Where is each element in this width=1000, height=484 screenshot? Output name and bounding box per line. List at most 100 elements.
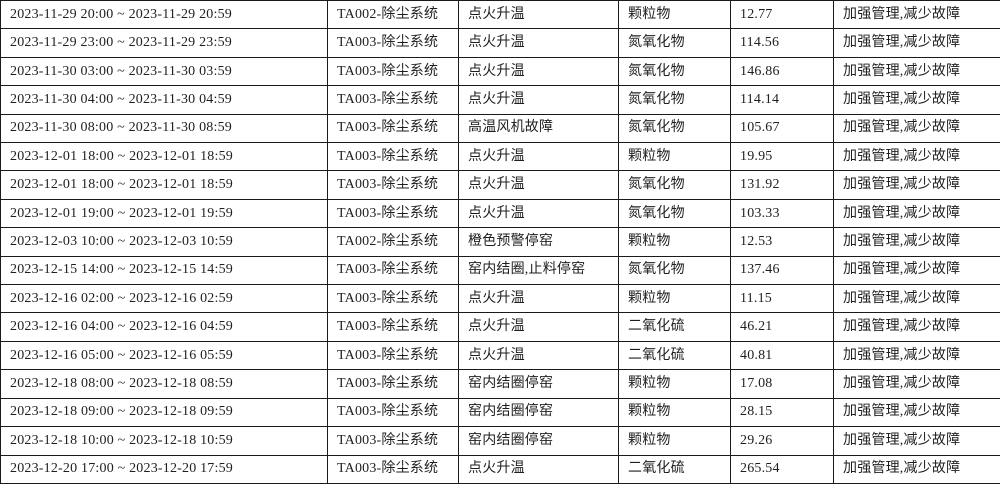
cell-pollutant: 氮氧化物 [618,85,731,115]
cell-time_range: 2023-12-16 02:00 ~ 2023-12-16 02:59 [0,284,328,314]
cell-event: 点火升温 [458,340,619,371]
cell-event: 点火升温 [458,198,619,229]
cell-pollutant: 氮氧化物 [618,28,731,58]
cell-pollutant: 氮氧化物 [618,198,731,229]
cell-measure: 加强管理,减少故障 [833,397,1000,428]
cell-measure: 加强管理,减少故障 [833,28,1000,58]
cell-event: 高温风机故障 [458,113,619,144]
cell-event: 点火升温 [458,28,619,58]
cell-measure: 加强管理,减少故障 [833,227,1000,257]
cell-measure: 加强管理,减少故障 [833,0,1000,30]
table-row: 2023-11-30 08:00 ~ 2023-11-30 08:59 TA003… [0,113,1000,144]
cell-time_range: 2023-12-16 05:00 ~ 2023-12-16 05:59 [0,340,328,371]
cell-value: 29.26 [730,426,834,456]
table-row: 2023-11-29 20:00 ~ 2023-11-29 20:59 TA002… [0,0,1000,30]
cell-time_range: 2023-12-01 19:00 ~ 2023-12-01 19:59 [0,198,328,229]
table-row: 2023-12-18 10:00 ~ 2023-12-18 10:59 TA003… [0,426,1000,456]
cell-pollutant: 二氧化硫 [618,340,731,371]
cell-value: 105.67 [730,113,834,144]
cell-measure: 加强管理,减少故障 [833,170,1000,200]
cell-pollutant: 颗粒物 [618,369,731,399]
cell-system: TA002-除尘系统 [327,0,459,30]
cell-time_range: 2023-11-30 03:00 ~ 2023-11-30 03:59 [0,56,328,87]
cell-measure: 加强管理,减少故障 [833,454,1000,484]
table-row: 2023-12-01 18:00 ~ 2023-12-01 18:59 TA003… [0,142,1000,172]
cell-system: TA003-除尘系统 [327,340,459,371]
cell-time_range: 2023-11-30 04:00 ~ 2023-11-30 04:59 [0,85,328,115]
cell-pollutant: 氮氧化物 [618,170,731,200]
cell-value: 131.92 [730,170,834,200]
cell-value: 28.15 [730,397,834,428]
cell-event: 点火升温 [458,170,619,200]
cell-event: 点火升温 [458,85,619,115]
cell-system: TA003-除尘系统 [327,56,459,87]
table-row: 2023-12-20 17:00 ~ 2023-12-20 17:59 TA003… [0,454,1000,484]
cell-system: TA003-除尘系统 [327,198,459,229]
cell-event: 点火升温 [458,0,619,30]
cell-system: TA003-除尘系统 [327,170,459,200]
cell-measure: 加强管理,减少故障 [833,369,1000,399]
cell-value: 146.86 [730,56,834,87]
cell-value: 11.15 [730,284,834,314]
cell-pollutant: 氮氧化物 [618,255,731,286]
cell-pollutant: 颗粒物 [618,426,731,456]
cell-pollutant: 颗粒物 [618,0,731,30]
cell-measure: 加强管理,减少故障 [833,426,1000,456]
cell-event: 点火升温 [458,142,619,172]
cell-value: 137.46 [730,255,834,286]
cell-system: TA003-除尘系统 [327,284,459,314]
cell-pollutant: 颗粒物 [618,227,731,257]
cell-time_range: 2023-12-18 08:00 ~ 2023-12-18 08:59 [0,369,328,399]
cell-pollutant: 氮氧化物 [618,113,731,144]
table-row: 2023-11-30 03:00 ~ 2023-11-30 03:59 TA003… [0,56,1000,87]
cell-time_range: 2023-12-01 18:00 ~ 2023-12-01 18:59 [0,170,328,200]
cell-system: TA003-除尘系统 [327,28,459,58]
cell-time_range: 2023-12-18 10:00 ~ 2023-12-18 10:59 [0,426,328,456]
cell-system: TA003-除尘系统 [327,142,459,172]
cell-time_range: 2023-11-29 23:00 ~ 2023-11-29 23:59 [0,28,328,58]
table-row: 2023-12-03 10:00 ~ 2023-12-03 10:59 TA002… [0,227,1000,257]
table-row: 2023-12-01 19:00 ~ 2023-12-01 19:59 TA003… [0,198,1000,229]
cell-time_range: 2023-12-15 14:00 ~ 2023-12-15 14:59 [0,255,328,286]
cell-time_range: 2023-11-30 08:00 ~ 2023-11-30 08:59 [0,113,328,144]
cell-measure: 加强管理,减少故障 [833,113,1000,144]
cell-system: TA003-除尘系统 [327,312,459,342]
cell-value: 12.77 [730,0,834,30]
cell-event: 橙色预警停窑 [458,227,619,257]
table-row: 2023-12-16 05:00 ~ 2023-12-16 05:59 TA003… [0,340,1000,371]
table-row: 2023-12-01 18:00 ~ 2023-12-01 18:59 TA003… [0,170,1000,200]
cell-pollutant: 氮氧化物 [618,56,731,87]
cell-value: 12.53 [730,227,834,257]
cell-time_range: 2023-12-01 18:00 ~ 2023-12-01 18:59 [0,142,328,172]
table-row: 2023-11-29 23:00 ~ 2023-11-29 23:59 TA003… [0,28,1000,58]
cell-system: TA003-除尘系统 [327,85,459,115]
cell-event: 窑内结圈停窑 [458,426,619,456]
cell-system: TA002-除尘系统 [327,227,459,257]
cell-value: 103.33 [730,198,834,229]
table-row: 2023-12-15 14:00 ~ 2023-12-15 14:59 TA003… [0,255,1000,286]
cell-system: TA003-除尘系统 [327,369,459,399]
cell-time_range: 2023-12-20 17:00 ~ 2023-12-20 17:59 [0,454,328,484]
cell-time_range: 2023-12-18 09:00 ~ 2023-12-18 09:59 [0,397,328,428]
cell-event: 窑内结圈停窑 [458,369,619,399]
cell-value: 114.14 [730,85,834,115]
cell-measure: 加强管理,减少故障 [833,340,1000,371]
cell-pollutant: 颗粒物 [618,142,731,172]
cell-measure: 加强管理,减少故障 [833,56,1000,87]
cell-event: 点火升温 [458,312,619,342]
cell-measure: 加强管理,减少故障 [833,284,1000,314]
table-row: 2023-12-18 09:00 ~ 2023-12-18 09:59 TA003… [0,397,1000,428]
cell-event: 点火升温 [458,284,619,314]
cell-measure: 加强管理,减少故障 [833,255,1000,286]
cell-system: TA003-除尘系统 [327,255,459,286]
cell-event: 窑内结圈,止料停窑 [458,255,619,286]
cell-measure: 加强管理,减少故障 [833,85,1000,115]
cell-time_range: 2023-11-29 20:00 ~ 2023-11-29 20:59 [0,0,328,30]
cell-value: 17.08 [730,369,834,399]
cell-pollutant: 二氧化硫 [618,312,731,342]
cell-measure: 加强管理,减少故障 [833,142,1000,172]
cell-event: 点火升温 [458,454,619,484]
table-row: 2023-12-16 02:00 ~ 2023-12-16 02:59 TA003… [0,284,1000,314]
